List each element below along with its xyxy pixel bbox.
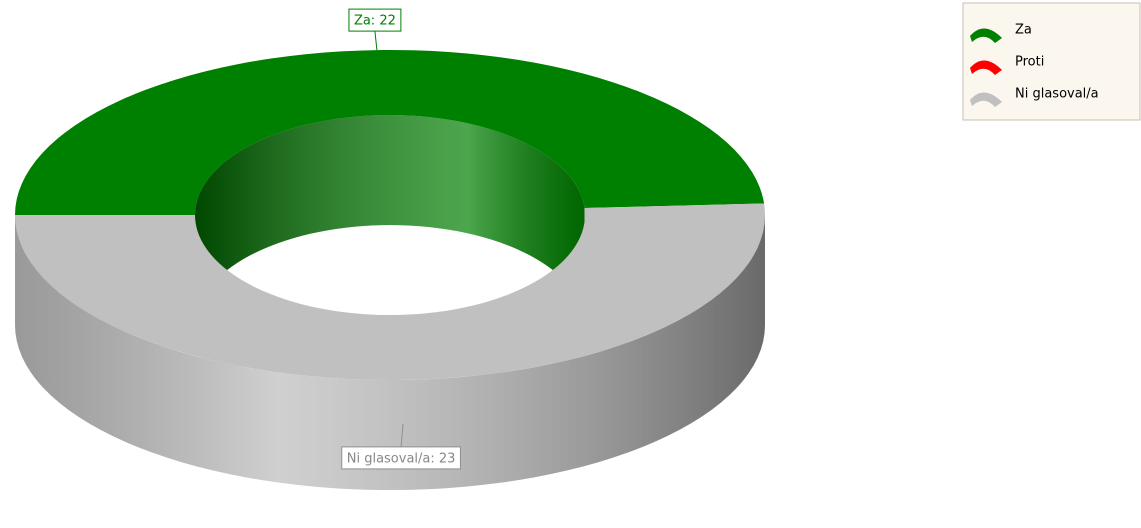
legend-swatch bbox=[970, 60, 1002, 75]
wall-shade bbox=[195, 115, 585, 325]
donut bbox=[14, 49, 765, 490]
leader-line bbox=[400, 423, 404, 447]
leader-line bbox=[374, 31, 378, 51]
slice bbox=[15, 203, 765, 380]
legend-label: Za bbox=[1015, 23, 1032, 38]
data-label: Ni glasoval/a: 23 bbox=[347, 451, 456, 466]
legend-label: Proti bbox=[1015, 55, 1044, 70]
legend-swatch bbox=[970, 28, 1002, 43]
data-label: Za: 22 bbox=[354, 14, 396, 29]
data-labels: Za: 22 Ni glasoval/a: 23 bbox=[341, 8, 461, 470]
slice bbox=[14, 49, 765, 215]
wall-shade bbox=[15, 215, 765, 490]
legend: Za Proti Ni glasoval/a bbox=[962, 2, 1141, 121]
legend-swatch bbox=[970, 92, 1002, 107]
label-box bbox=[341, 446, 461, 470]
label-box bbox=[348, 8, 402, 32]
legend-label: Ni glasoval/a bbox=[1015, 87, 1099, 102]
